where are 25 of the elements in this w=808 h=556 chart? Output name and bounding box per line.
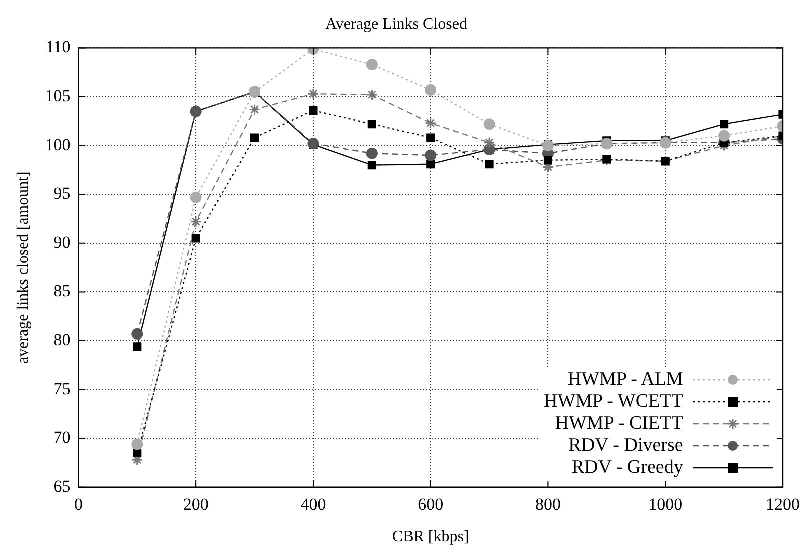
y-tick-label: 95 bbox=[54, 184, 71, 204]
x-tick-label: 600 bbox=[418, 495, 444, 514]
y-tick-label: 110 bbox=[46, 38, 71, 57]
y-tick-label: 80 bbox=[54, 330, 71, 350]
y-tick-label: 85 bbox=[54, 282, 71, 301]
x-tick-label: 400 bbox=[300, 495, 326, 514]
y-tick-label: 70 bbox=[54, 428, 71, 448]
legend-label: RDV - Greedy bbox=[572, 457, 684, 480]
y-tick-label: 105 bbox=[45, 86, 71, 106]
y-tick-label: 65 bbox=[54, 476, 71, 496]
chart-title: Average Links Closed bbox=[326, 16, 468, 33]
y-tick-label: 90 bbox=[54, 232, 71, 252]
x-tick-label: 1200 bbox=[766, 495, 800, 514]
x-tick-label: 0 bbox=[74, 495, 83, 514]
y-tick-label: 100 bbox=[45, 135, 71, 154]
x-tick-label: 800 bbox=[535, 495, 561, 514]
legend-label: HWMP - CIETT bbox=[555, 413, 684, 436]
legend-label: HWMP - ALM bbox=[568, 369, 684, 392]
legend-label: HWMP - WCETT bbox=[544, 391, 684, 414]
x-axis-title: CBR [kbps] bbox=[392, 528, 470, 546]
y-axis-title: average links closed [amount] bbox=[14, 172, 32, 364]
legend-label: RDV - Diverse bbox=[568, 435, 684, 458]
x-tick-label: 1000 bbox=[648, 495, 683, 514]
y-tick-label: 75 bbox=[54, 379, 71, 398]
x-tick-label: 200 bbox=[183, 495, 209, 514]
